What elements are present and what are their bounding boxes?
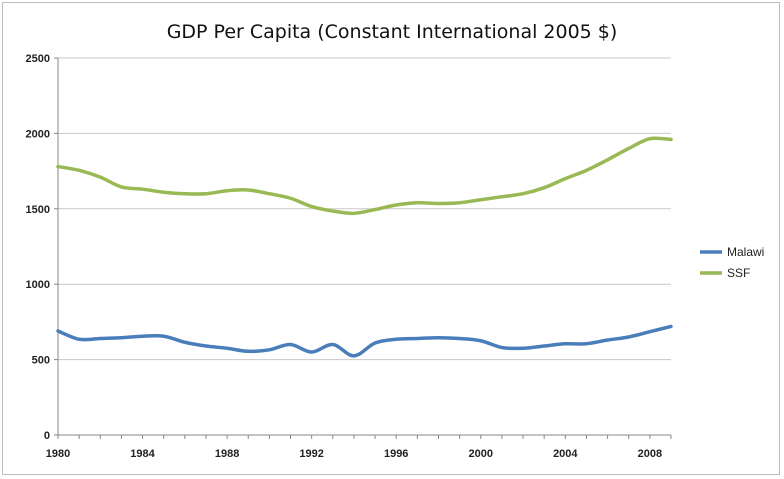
series-line-ssf: [56, 136, 673, 216]
y-tick-label: 500: [32, 355, 50, 367]
x-tick-label: 1992: [299, 448, 323, 460]
x-tick-label: 2000: [469, 448, 493, 460]
chart-frame: [2, 2, 780, 475]
chart-title: GDP Per Capita (Constant International 2…: [167, 21, 618, 43]
axes: [57, 58, 671, 436]
legend-label-malawi: Malawi: [727, 245, 764, 259]
series-lines: [56, 136, 673, 358]
y-tick-label: 2000: [26, 128, 50, 140]
legend-label-ssf: SSF: [727, 266, 750, 280]
y-tick-label: 1500: [26, 204, 50, 216]
y-tick-label: 0: [44, 430, 50, 442]
x-tick-label: 2004: [553, 448, 578, 460]
x-tick-label: 2008: [638, 448, 662, 460]
gridlines: [58, 57, 671, 361]
x-axis-ticks: 1980 1984 1988 1992 1996 2000 2004 2008: [46, 435, 672, 460]
x-tick-label: 1980: [46, 448, 70, 460]
y-axis-ticks: 0 500 1000 1500 2000 2500: [26, 53, 58, 442]
x-tick-label: 1988: [215, 448, 239, 460]
y-tick-label: 1000: [26, 279, 50, 291]
series-line-malawi: [56, 324, 673, 358]
x-tick-label: 1996: [384, 448, 408, 460]
y-tick-label: 2500: [26, 53, 50, 65]
x-tick-label: 1984: [130, 448, 155, 460]
legend: Malawi SSF: [700, 245, 764, 280]
